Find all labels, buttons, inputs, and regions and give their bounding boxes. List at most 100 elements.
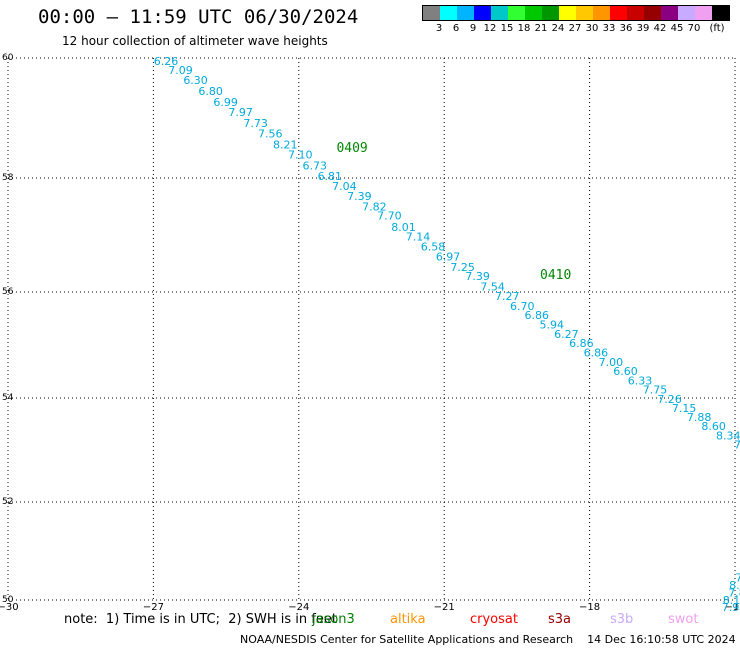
legend-label: 12: [483, 23, 497, 34]
legend-label: 6: [452, 23, 460, 34]
wave-height-value: 8.01: [391, 221, 416, 234]
wave-height-value: 7.25: [450, 261, 475, 274]
graticule: [7, 57, 736, 601]
wave-height-legend: 3 6 9 12 15 18 21 24 27 30 33 36 39 42 45 70 (ft): [422, 5, 730, 35]
pass-number-label: 0409: [336, 141, 367, 156]
footer-credit: NOAA/NESDIS Center for Satellite Applica…: [240, 633, 736, 646]
wave-height-value: 6.27: [554, 328, 579, 341]
wave-height-value: 7.73: [243, 117, 268, 130]
legend-label: 3: [435, 23, 443, 34]
legend-swatch: [457, 6, 474, 20]
pass-labels: 0409 0410: [336, 141, 571, 283]
wave-height-value: 6.26: [154, 55, 179, 68]
wave-height-value: 7.09: [168, 64, 193, 77]
legend-swatch: [508, 6, 525, 20]
legend-swatch: [491, 6, 508, 20]
legend-label: 36: [619, 23, 633, 34]
wave-height-value: 6.33: [628, 375, 653, 388]
mission-label-s3b: s3b: [610, 612, 634, 627]
wave-height-value: 7.92: [722, 601, 740, 614]
wave-height-value: 7.10: [288, 149, 313, 162]
pass-number-label: 0410: [540, 268, 571, 283]
legend-swatch: [644, 6, 661, 20]
lat-tick-label: 54: [2, 393, 14, 403]
lon-tick-label: −15: [724, 602, 740, 613]
legend-swatch: [474, 6, 491, 20]
legend-label: 45: [670, 23, 684, 34]
wave-height-value: 7.04: [332, 180, 357, 193]
wave-height-value: 8.16: [723, 594, 740, 607]
legend-labels: 3 6 9 12 15 18 21 24 27 30 33 36 39 42 45 70 (ft): [422, 21, 730, 35]
legend-swatch: [712, 6, 729, 20]
lon-tick-label: −24: [288, 602, 309, 613]
wave-height-value: 7.88: [687, 411, 712, 424]
legend-swatch: [695, 6, 712, 20]
axis-tick-labels: −30 −27 −24 −21 −18 −15 60 58 56 54 52 50: [0, 53, 740, 613]
mission-label-s3a: s3a: [548, 612, 572, 627]
wave-height-value: 8.60: [701, 420, 726, 433]
legend-swatch: [593, 6, 610, 20]
map-title: 00:00 — 11:59 UTC 06/30/2024: [38, 6, 359, 28]
lat-tick-label: 60: [2, 53, 14, 63]
wave-height-value: 8.0: [729, 579, 740, 592]
lat-tick-label: 56: [2, 287, 14, 297]
wave-height-value: 6.58: [421, 240, 446, 253]
wave-height-value: 6.99: [213, 96, 238, 109]
wave-height-value: 6.81: [318, 170, 343, 183]
mission-label-altika: altika: [390, 612, 426, 627]
legend-label: 33: [602, 23, 616, 34]
legend-label: 15: [500, 23, 514, 34]
wave-height-value: 6.60: [613, 365, 638, 378]
legend-label: 39: [636, 23, 650, 34]
lon-tick-label: −30: [0, 602, 19, 613]
wave-height-value: 7.14: [406, 231, 431, 244]
wave-height-value: 7.39: [465, 270, 490, 283]
legend-label: 18: [517, 23, 531, 34]
map-subtitle: 12 hour collection of altimeter wave hei…: [62, 34, 328, 48]
wave-height-value: 5.94: [540, 318, 565, 331]
legend-label: 70: [687, 23, 701, 34]
footer-note: note: 1) Time is in UTC; 2) SWH is in fe…: [64, 612, 337, 627]
legend-swatch: [542, 6, 559, 20]
wave-height-value: 7.00: [599, 356, 624, 369]
legend-label: 30: [585, 23, 599, 34]
legend-label: 24: [551, 23, 565, 34]
wave-height-value: 7.15: [672, 402, 697, 415]
wave-height-value: 7.82: [362, 201, 387, 214]
wave-height-value: 7.39: [347, 190, 372, 203]
legend-swatch: [576, 6, 593, 20]
lon-tick-label: −21: [434, 602, 455, 613]
wave-height-value: 6.86: [584, 346, 609, 359]
mission-label-jason3: jason3: [312, 612, 355, 627]
legend-label: 21: [534, 23, 548, 34]
legend-label: 9: [469, 23, 477, 34]
lat-tick-label: 50: [2, 595, 14, 605]
wave-height-value: 6.80: [198, 85, 223, 98]
legend-color-bar: [422, 5, 730, 21]
legend-swatch: [661, 6, 678, 20]
legend-swatch: [525, 6, 542, 20]
wave-height-value: 6.97: [436, 251, 461, 264]
wave-height-value: 7.8: [728, 587, 740, 600]
wave-height-value: 8.21: [273, 138, 298, 151]
lon-tick-label: −18: [579, 602, 600, 613]
wave-height-value: 6.86: [525, 309, 550, 322]
legend-swatch: [678, 6, 695, 20]
wave-height-value: 7.27: [495, 290, 520, 303]
wave-height-value: 7.9: [734, 438, 740, 451]
wave-height-value: 7.54: [480, 280, 505, 293]
wave-height-value: 7.97: [228, 106, 253, 119]
legend-swatch: [610, 6, 627, 20]
wave-height-value: 7.70: [377, 210, 402, 223]
legend-swatch: [627, 6, 644, 20]
legend-label: 42: [653, 23, 667, 34]
lon-tick-label: −27: [143, 602, 164, 613]
lat-tick-label: 58: [2, 173, 14, 183]
mission-label-cryosat: cryosat: [470, 612, 518, 627]
legend-label: 27: [568, 23, 582, 34]
wave-height-value: 7.26: [657, 393, 682, 406]
legend-label: (ft): [709, 23, 725, 34]
wave-height-value: 6.73: [303, 159, 328, 172]
wave-height-value: 6.30: [183, 74, 208, 87]
wave-height-value: 7: [735, 571, 740, 584]
